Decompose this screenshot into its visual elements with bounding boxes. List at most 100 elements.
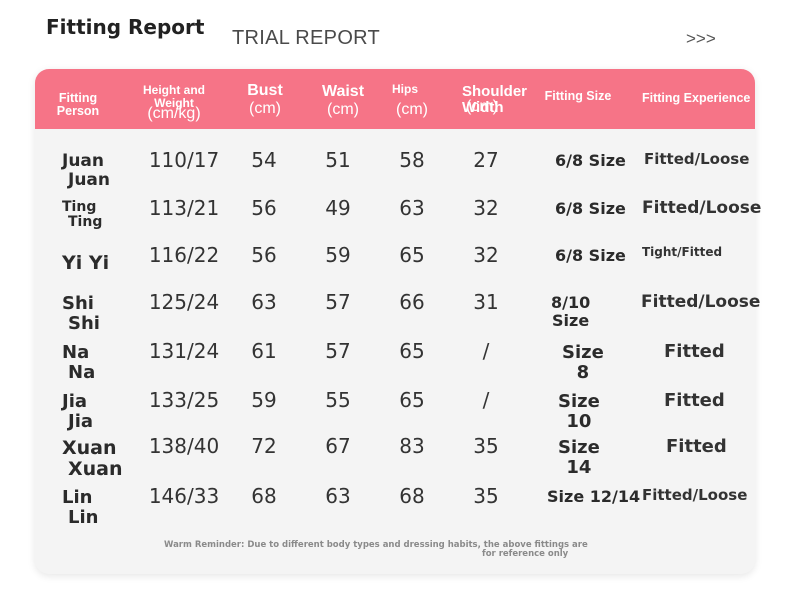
fitting-experience-cell: Fitted/Loose — [642, 486, 748, 504]
name-line-2: Juan — [68, 169, 111, 190]
header-hips: Hips (cm) — [384, 83, 440, 118]
hips-cell: 65 — [399, 243, 425, 267]
height-weight-cell: 113/21 — [148, 196, 220, 220]
fitting-size-cell: Size 14 — [558, 438, 600, 478]
size-line-1: 6/8 Size — [555, 199, 626, 218]
size-line-1: 8/10 — [551, 293, 591, 312]
size-line-1: Size — [562, 342, 604, 363]
waist-cell: 51 — [325, 148, 351, 172]
size-line-1: 6/8 Size — [555, 246, 626, 265]
hips-cell: 83 — [399, 434, 425, 458]
name-line-1: Yi Yi — [62, 252, 110, 274]
bust-cell: 68 — [251, 484, 277, 508]
bust-cell: 54 — [251, 148, 277, 172]
height-weight-cell: 131/24 — [148, 339, 220, 363]
fitting-size-cell: 6/8 Size — [555, 200, 626, 218]
waist-cell: 55 — [325, 388, 351, 412]
name-line-1: Xuan — [62, 437, 117, 459]
hips-cell: 68 — [399, 484, 425, 508]
waist-cell: 59 — [325, 243, 351, 267]
height-weight-cell: 146/33 — [148, 484, 220, 508]
shoulder-cell: / — [482, 388, 490, 412]
waist-cell: 63 — [325, 484, 351, 508]
bust-cell: 59 — [251, 388, 277, 412]
fitting-experience-cell: Fitted/Loose — [641, 292, 761, 312]
name-line-2: Lin — [68, 506, 99, 528]
fitting-size-cell: Size 8 — [562, 343, 604, 383]
header-waist: Waist (cm) — [313, 83, 373, 119]
fitting-person-name: Juan Juan — [62, 152, 110, 189]
size-line-1: Size 12/14 — [547, 487, 641, 506]
header-bust-unit: (cm) — [249, 99, 281, 117]
name-line-1: Jia — [62, 391, 88, 412]
shoulder-cell: 32 — [473, 243, 499, 267]
bust-cell: 61 — [251, 339, 277, 363]
fitting-experience-cell: Fitted/Loose — [642, 198, 762, 218]
header-shoulder-unit: (cm) — [466, 97, 498, 115]
waist-cell: 57 — [325, 290, 351, 314]
report-subtitle: TRIAL REPORT — [232, 27, 381, 49]
fitting-person-name: Xuan Xuan — [62, 438, 123, 480]
fitting-person-name: Ting Ting — [62, 199, 103, 231]
bust-cell: 72 — [251, 434, 277, 458]
height-weight-cell: 138/40 — [148, 434, 220, 458]
shoulder-cell: 27 — [473, 148, 499, 172]
hips-cell: 58 — [399, 148, 425, 172]
fitting-person-name: Lin Lin — [62, 488, 98, 528]
size-line-1: Size — [558, 391, 600, 412]
fitting-size-cell: 8/10 Size — [551, 294, 590, 329]
header-waist-label: Waist — [321, 83, 365, 100]
fitting-person-name: Jia Jia — [62, 392, 93, 432]
waist-cell: 49 — [325, 196, 351, 220]
fitting-experience-cell: Fitted — [664, 390, 725, 411]
hips-cell: 63 — [399, 196, 425, 220]
fitting-experience-cell: Fitted/Loose — [644, 150, 750, 168]
header-fitting-size: Fitting Size — [544, 89, 612, 103]
shoulder-cell: / — [482, 339, 490, 363]
name-line-1: Lin — [62, 487, 93, 508]
fitting-person-name: Na Na — [62, 343, 95, 383]
fitting-experience-cell: Tight/Fitted — [642, 245, 723, 259]
hips-cell: 66 — [399, 290, 425, 314]
fitting-size-cell: 6/8 Size — [555, 247, 626, 265]
next-arrows[interactable]: >>> — [686, 29, 716, 48]
header-height-weight: Height and Weight (cm/kg) — [132, 84, 216, 123]
size-line-2: Size — [552, 310, 590, 330]
report-card — [35, 69, 755, 574]
name-line-2: Na — [68, 361, 96, 383]
header-bust-label: Bust — [247, 82, 283, 99]
name-line-1: Ting — [62, 199, 97, 215]
header-shoulder-width: Shoulder Width (cm) — [462, 84, 542, 115]
report-title: Fitting Report — [46, 15, 205, 39]
fitting-size-cell: Size 12/14 — [547, 488, 640, 506]
header-bust: Bust (cm) — [238, 82, 292, 118]
shoulder-cell: 32 — [473, 196, 499, 220]
hips-cell: 65 — [399, 388, 425, 412]
waist-cell: 57 — [325, 339, 351, 363]
header-hips-label: Hips — [392, 82, 419, 96]
fitting-size-cell: 6/8 Size — [555, 152, 626, 170]
name-line-2: Shi — [68, 312, 100, 334]
size-line-2: 10 — [566, 410, 592, 432]
name-line-2: Jia — [68, 410, 94, 432]
header-hips-unit: (cm) — [396, 100, 428, 118]
size-line-1: 6/8 Size — [555, 151, 626, 170]
warm-reminder-line1: Warm Reminder: Due to different body typ… — [164, 540, 588, 550]
bust-cell: 63 — [251, 290, 277, 314]
header-height-weight-unit: (cm/kg) — [147, 105, 201, 123]
header-waist-unit: (cm) — [327, 100, 359, 118]
hips-cell: 65 — [399, 339, 425, 363]
shoulder-cell: 35 — [473, 484, 499, 508]
name-line-2: Ting — [68, 214, 103, 231]
bust-cell: 56 — [251, 196, 277, 220]
header-fitting-experience: Fitting Experience — [642, 91, 751, 105]
warm-reminder-line2: for reference only — [482, 549, 569, 559]
shoulder-cell: 35 — [473, 434, 499, 458]
fitting-person-name: Yi Yi — [62, 253, 109, 274]
name-line-1: Na — [62, 342, 90, 363]
size-line-2: 8 — [576, 361, 590, 383]
table-header — [35, 69, 755, 129]
height-weight-cell: 110/17 — [148, 148, 220, 172]
height-weight-cell: 116/22 — [148, 243, 220, 267]
name-line-1: Juan — [62, 151, 105, 171]
